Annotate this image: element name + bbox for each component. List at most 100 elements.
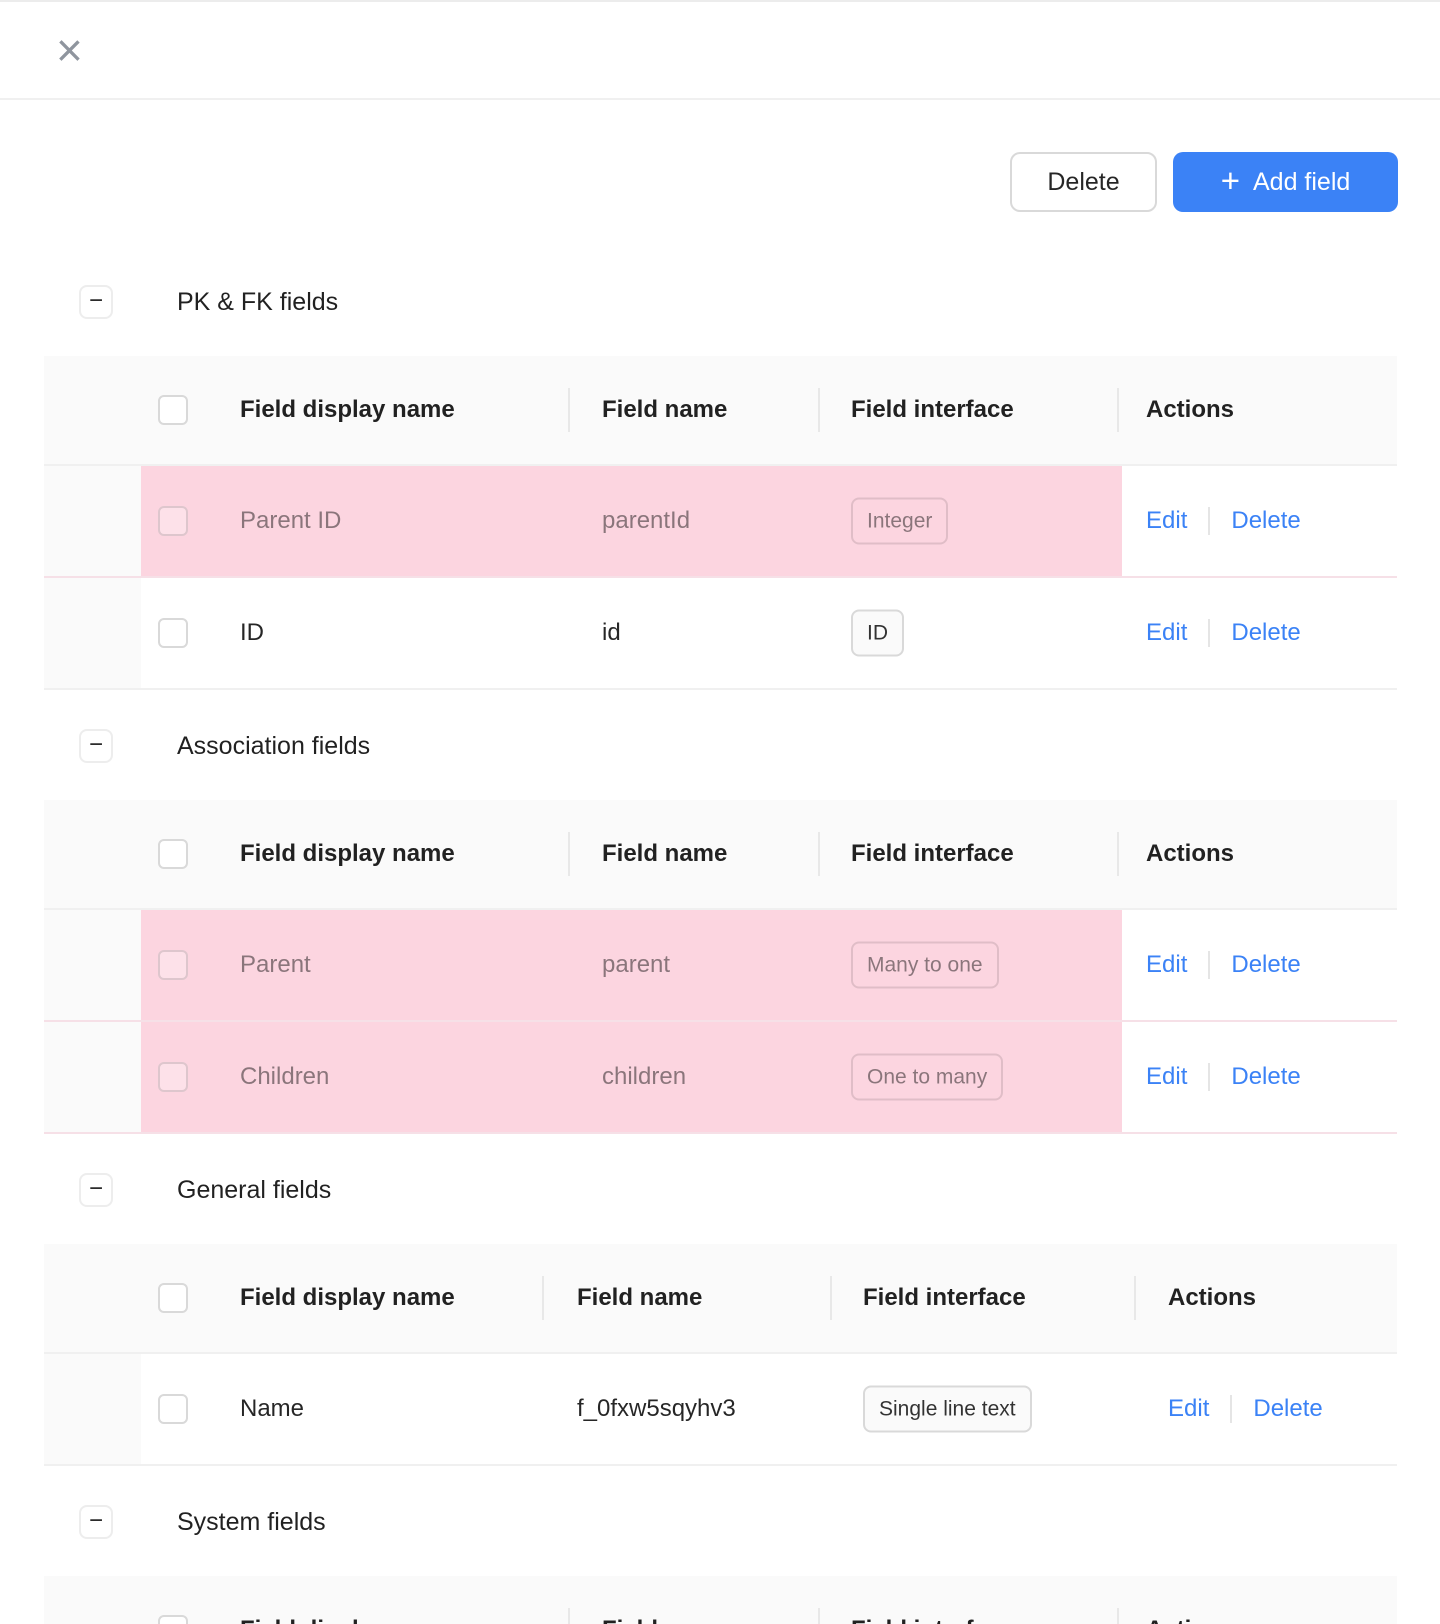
section-header-pk-fk: − PK & FK fields — [0, 285, 1440, 319]
row-checkbox[interactable] — [158, 1394, 188, 1424]
fields-table-association: Field display name Field name Field inte… — [44, 800, 1397, 1134]
delete-link[interactable]: Delete — [1231, 507, 1301, 534]
column-header-actions: Actions — [1146, 1616, 1234, 1624]
field-name: f_0fxw5sqyhv3 — [577, 1395, 736, 1422]
row-actions: Edit Delete — [1168, 1395, 1323, 1423]
row-actions: Edit Delete — [1146, 1063, 1301, 1091]
toolbar: Delete + Add field — [0, 152, 1398, 212]
table-header-row: Field display name Field name Field inte… — [44, 1244, 1397, 1354]
section-header-system: − System fields — [0, 1505, 1440, 1539]
fields-table-general: Field display name Field name Field inte… — [44, 1244, 1397, 1466]
row-actions: Edit Delete — [1146, 507, 1301, 535]
column-divider — [830, 1276, 832, 1320]
minus-icon: − — [88, 731, 103, 758]
column-header-field-interface: Field interface — [851, 840, 1014, 867]
column-header-field-name: Field name — [577, 1284, 703, 1311]
select-all-checkbox[interactable] — [158, 395, 188, 425]
row-checkbox[interactable] — [158, 618, 188, 648]
edit-link[interactable]: Edit — [1146, 507, 1188, 534]
column-divider — [542, 1276, 544, 1320]
column-header-field-interface: Field interface — [851, 1616, 1014, 1624]
modal-header: × — [0, 0, 1440, 100]
add-field-button[interactable]: + Add field — [1173, 152, 1398, 212]
column-header-actions: Actions — [1168, 1284, 1257, 1311]
row-actions: Edit Delete — [1146, 951, 1301, 979]
column-header-actions: Actions — [1146, 840, 1235, 867]
collapse-button[interactable]: − — [79, 1505, 113, 1539]
delete-link[interactable]: Delete — [1231, 1063, 1301, 1090]
collapse-button[interactable]: − — [79, 285, 113, 319]
section-header-association: − Association fields — [0, 729, 1440, 763]
table-header-row: Field display name Field name Field inte… — [44, 356, 1397, 466]
column-divider — [1117, 832, 1119, 876]
minus-icon: − — [88, 287, 103, 314]
field-name: children — [602, 1063, 687, 1090]
field-row-parent-id: Parent ID parentId Integer Edit Delete — [44, 466, 1397, 578]
collapse-button[interactable]: − — [79, 1173, 113, 1207]
column-header-field-interface: Field interface — [851, 396, 1014, 423]
section-title: Association fields — [177, 731, 371, 760]
column-divider — [1117, 388, 1119, 432]
column-header-field-name: Field name — [602, 1616, 727, 1624]
column-header-actions: Actions — [1146, 396, 1235, 423]
edit-link[interactable]: Edit — [1146, 1063, 1188, 1090]
field-interface-tag: Many to one — [851, 941, 999, 989]
row-checkbox[interactable] — [158, 1062, 188, 1092]
field-display-name: Name — [240, 1395, 305, 1422]
field-name: parentId — [602, 507, 691, 534]
field-interface-tag: ID — [851, 609, 904, 657]
edit-link[interactable]: Edit — [1146, 619, 1188, 646]
section-title: General fields — [177, 1175, 332, 1204]
field-interface-tag: Integer — [851, 497, 949, 545]
column-header-field-name: Field name — [602, 396, 728, 423]
column-header-field-name: Field name — [602, 840, 728, 867]
field-display-name: Children — [240, 1063, 330, 1090]
column-divider — [568, 832, 570, 876]
column-divider — [568, 1608, 570, 1624]
section-title: System fields — [177, 1507, 326, 1536]
actions-divider — [1208, 1063, 1211, 1091]
field-display-name: Parent ID — [240, 507, 342, 534]
field-row-name: Name f_0fxw5sqyhv3 Single line text Edit… — [44, 1354, 1397, 1466]
column-header-field-display-name: Field display name — [240, 1284, 455, 1311]
fields-table-pk-fk: Field display name Field name Field inte… — [44, 356, 1397, 690]
row-checkbox[interactable] — [158, 506, 188, 536]
table-header-row: Field display name Field name Field inte… — [44, 800, 1397, 910]
field-name: parent — [602, 951, 671, 978]
column-header-field-interface: Field interface — [863, 1284, 1026, 1311]
select-all-checkbox[interactable] — [158, 1283, 188, 1313]
select-all-checkbox[interactable] — [158, 839, 188, 869]
column-divider — [1117, 1608, 1119, 1624]
column-header-field-display-name: Field display name — [240, 840, 455, 867]
column-header-field-display-name: Field display name — [240, 396, 455, 423]
row-checkbox[interactable] — [158, 950, 188, 980]
actions-divider — [1208, 507, 1211, 535]
field-interface-tag: Single line text — [863, 1385, 1032, 1433]
section-header-general: − General fields — [0, 1173, 1440, 1207]
minus-icon: − — [88, 1507, 103, 1534]
delete-link[interactable]: Delete — [1253, 1395, 1323, 1422]
row-actions: Edit Delete — [1146, 619, 1301, 647]
close-icon[interactable]: × — [56, 24, 83, 76]
add-field-label: Add field — [1252, 167, 1351, 196]
column-header-field-display-name: Field display name — [240, 1616, 455, 1624]
actions-divider — [1208, 619, 1211, 647]
field-row-children: Children children One to many Edit Delet… — [44, 1022, 1397, 1134]
column-divider — [818, 388, 820, 432]
field-row-parent: Parent parent Many to one Edit Delete — [44, 910, 1397, 1022]
edit-link[interactable]: Edit — [1146, 951, 1188, 978]
column-divider — [818, 832, 820, 876]
section-title: PK & FK fields — [177, 287, 339, 316]
delete-link[interactable]: Delete — [1231, 619, 1301, 646]
field-sections: − PK & FK fields Field display name Fiel… — [0, 285, 1440, 1624]
plus-icon: + — [1220, 162, 1240, 199]
collapse-button[interactable]: − — [79, 729, 113, 763]
delete-link[interactable]: Delete — [1231, 951, 1301, 978]
edit-link[interactable]: Edit — [1168, 1395, 1210, 1422]
column-divider — [818, 1608, 820, 1624]
delete-button[interactable]: Delete — [1010, 152, 1157, 212]
column-divider — [568, 388, 570, 432]
actions-divider — [1230, 1395, 1233, 1423]
select-all-checkbox[interactable] — [158, 1615, 188, 1624]
table-header-row: Field display name Field name Field inte… — [44, 1576, 1397, 1624]
